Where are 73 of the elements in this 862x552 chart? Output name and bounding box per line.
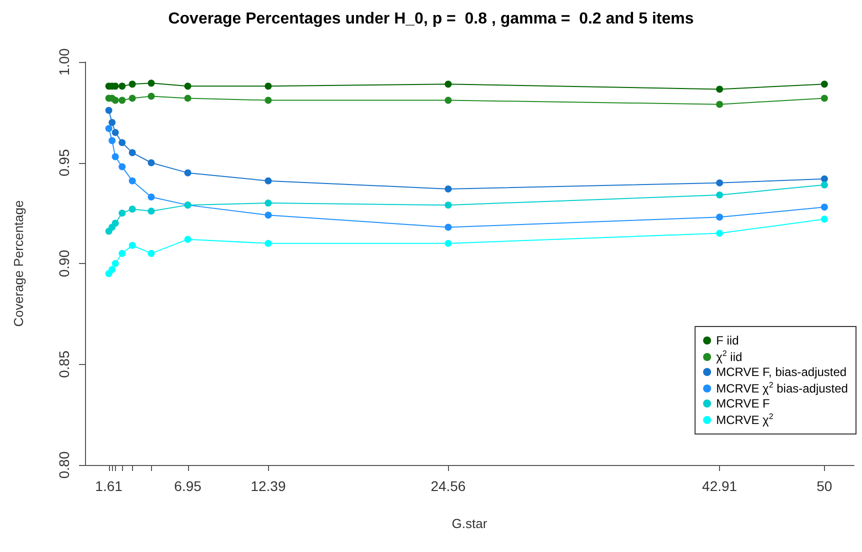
point [820, 94, 828, 102]
point [184, 169, 192, 176]
point [118, 210, 126, 217]
point [148, 92, 155, 100]
y-tick-label: 1.00 [56, 48, 72, 76]
point [184, 82, 192, 90]
point [264, 96, 272, 104]
point [444, 96, 452, 104]
point [128, 80, 136, 88]
point [184, 94, 192, 102]
point [184, 236, 192, 243]
point [112, 129, 119, 136]
point [716, 86, 724, 93]
legend-label: MCRVE F [716, 396, 770, 410]
point [264, 200, 272, 207]
point [444, 80, 452, 88]
chart-title: Coverage Percentages under H_0, p = 0.8 , gamma = 0.2 and 5 items [168, 10, 694, 28]
point [444, 185, 452, 192]
point [128, 242, 136, 249]
x-axis-title: G.star [452, 516, 488, 531]
point [112, 153, 119, 160]
point [444, 224, 452, 231]
point [105, 124, 112, 132]
point [716, 100, 724, 108]
y-axis-title: Coverage Percentage [11, 200, 26, 327]
y-tick-label: 0.90 [56, 250, 72, 278]
point [118, 96, 126, 104]
point [148, 80, 155, 87]
point [820, 80, 828, 88]
point [148, 194, 155, 201]
point [716, 179, 724, 186]
point [118, 82, 126, 90]
point [444, 202, 452, 209]
point [112, 260, 119, 267]
point [108, 266, 116, 274]
point [264, 212, 272, 219]
x-tick-label: 50 [816, 478, 832, 494]
point [108, 118, 116, 126]
point [264, 177, 272, 184]
y-tick-label: 0.95 [56, 148, 72, 176]
point [148, 208, 155, 215]
point [118, 250, 126, 257]
point [118, 139, 126, 146]
point [128, 94, 136, 102]
point [264, 82, 272, 90]
point [128, 149, 136, 156]
legend-label: MCRVE F, bias-adjusted [716, 365, 847, 379]
point [112, 220, 119, 227]
point [105, 106, 112, 114]
point [716, 191, 724, 198]
x-tick-label: 12.39 [250, 478, 286, 494]
point [820, 216, 828, 223]
point [716, 214, 724, 221]
legend-label: F iid [716, 334, 739, 348]
x-tick-label: 1.61 [95, 478, 123, 494]
point [112, 96, 119, 104]
point [128, 206, 136, 213]
point [108, 137, 116, 144]
point [820, 181, 828, 188]
x-tick-label: 6.95 [174, 478, 202, 494]
y-tick-label: 0.85 [56, 350, 72, 378]
point [820, 204, 828, 211]
point [264, 240, 272, 247]
point [716, 230, 724, 237]
point [128, 177, 136, 184]
point [118, 163, 126, 170]
point [148, 159, 155, 166]
x-tick-label: 42.91 [702, 478, 738, 494]
y-tick-label: 0.80 [56, 451, 72, 479]
point [820, 175, 828, 182]
point [444, 240, 452, 247]
x-tick-label: 24.56 [430, 478, 466, 494]
point [148, 250, 155, 257]
